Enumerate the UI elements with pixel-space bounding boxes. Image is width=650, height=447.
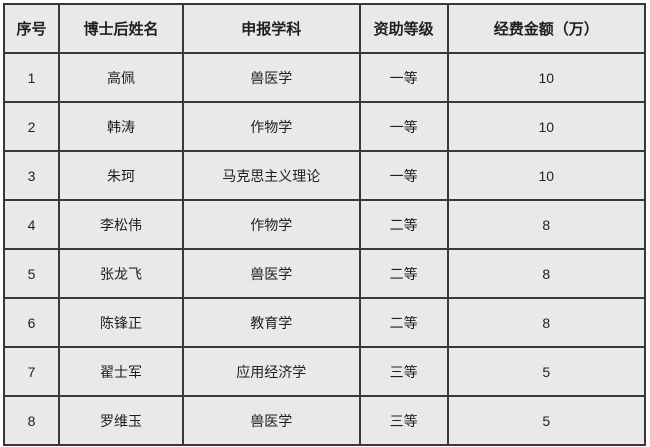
table-row: 4 李松伟 作物学 二等 8 <box>2 199 647 250</box>
cell-name: 李松伟 <box>58 199 184 250</box>
table-row: 3 朱珂 马克思主义理论 一等 10 <box>2 150 647 201</box>
cell-discipline: 马克思主义理论 <box>181 150 361 201</box>
cell-serial: 8 <box>2 395 61 446</box>
cell-serial: 7 <box>2 346 61 397</box>
cell-amount: 8 <box>446 248 647 299</box>
cell-name: 高佩 <box>58 52 184 103</box>
cell-discipline: 兽医学 <box>181 248 361 299</box>
cell-discipline: 教育学 <box>181 297 361 348</box>
cell-serial: 3 <box>2 150 61 201</box>
funding-table: 序号 博士后姓名 申报学科 资助等级 经费金额（万） 1 高佩 兽医学 一等 1… <box>2 3 647 446</box>
table-row: 2 韩涛 作物学 一等 10 <box>2 101 647 152</box>
table-row: 1 高佩 兽医学 一等 10 <box>2 52 647 103</box>
cell-level: 一等 <box>358 101 449 152</box>
cell-discipline: 兽医学 <box>181 395 361 446</box>
cell-level: 二等 <box>358 297 449 348</box>
cell-amount: 10 <box>446 101 647 152</box>
cell-amount: 10 <box>446 52 647 103</box>
cell-name: 罗维玉 <box>58 395 184 446</box>
cell-level: 三等 <box>358 395 449 446</box>
table-row: 6 陈锋正 教育学 二等 8 <box>2 297 647 348</box>
cell-discipline: 作物学 <box>181 199 361 250</box>
cell-level: 一等 <box>358 150 449 201</box>
header-discipline: 申报学科 <box>181 3 361 54</box>
header-row: 序号 博士后姓名 申报学科 资助等级 经费金额（万） <box>2 3 647 54</box>
cell-level: 二等 <box>358 199 449 250</box>
cell-name: 韩涛 <box>58 101 184 152</box>
cell-level: 二等 <box>358 248 449 299</box>
cell-amount: 10 <box>446 150 647 201</box>
cell-level: 一等 <box>358 52 449 103</box>
cell-amount: 8 <box>446 199 647 250</box>
cell-serial: 5 <box>2 248 61 299</box>
cell-amount: 5 <box>446 395 647 446</box>
cell-discipline: 应用经济学 <box>181 346 361 397</box>
cell-amount: 8 <box>446 297 647 348</box>
cell-name: 陈锋正 <box>58 297 184 348</box>
cell-amount: 5 <box>446 346 647 397</box>
header-funding-level: 资助等级 <box>358 3 449 54</box>
cell-serial: 1 <box>2 52 61 103</box>
table-row: 7 翟士军 应用经济学 三等 5 <box>2 346 647 397</box>
cell-name: 张龙飞 <box>58 248 184 299</box>
cell-serial: 2 <box>2 101 61 152</box>
header-serial-number: 序号 <box>2 3 61 54</box>
cell-serial: 4 <box>2 199 61 250</box>
cell-name: 翟士军 <box>58 346 184 397</box>
table-row: 5 张龙飞 兽医学 二等 8 <box>2 248 647 299</box>
cell-level: 三等 <box>358 346 449 397</box>
cell-discipline: 兽医学 <box>181 52 361 103</box>
header-postdoc-name: 博士后姓名 <box>58 3 184 54</box>
cell-discipline: 作物学 <box>181 101 361 152</box>
table-row: 8 罗维玉 兽医学 三等 5 <box>2 395 647 446</box>
cell-name: 朱珂 <box>58 150 184 201</box>
header-funding-amount: 经费金额（万） <box>446 3 647 54</box>
cell-serial: 6 <box>2 297 61 348</box>
